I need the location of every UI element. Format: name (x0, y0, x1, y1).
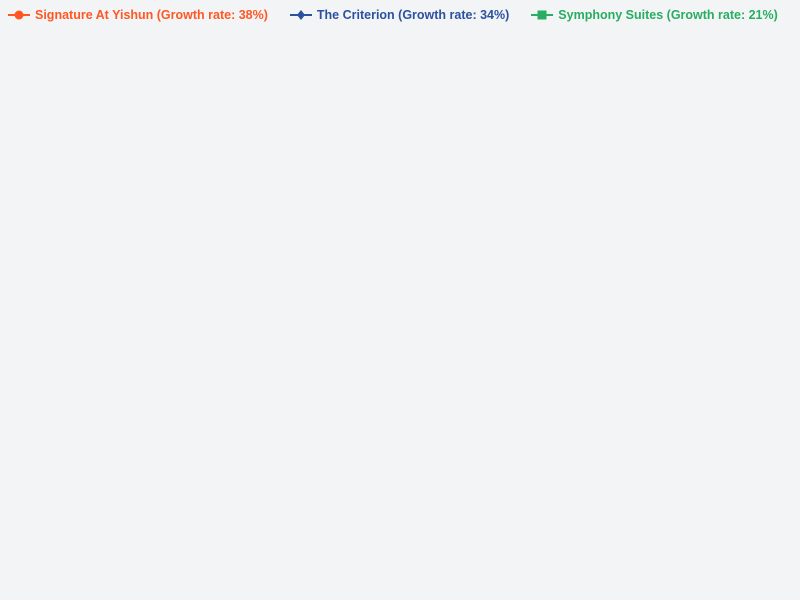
x-tick-label: Q3 2023 (400, 572, 442, 584)
data-point (61, 317, 71, 327)
legend-item-signature[interactable]: Signature At Yishun (Growth rate: 38%) (8, 8, 268, 22)
data-point (329, 235, 337, 244)
x-tick-label: Q3 2025 (756, 572, 798, 584)
data-point (106, 424, 114, 433)
data-point (150, 403, 160, 413)
y-tick-label: $1,400 (11, 95, 45, 107)
data-point (506, 195, 515, 205)
square-marker-icon (531, 10, 554, 20)
data-point (728, 156, 737, 165)
data-point (239, 257, 248, 267)
y-tick-label: $900 (21, 479, 45, 491)
data-point (195, 471, 204, 481)
legend-item-symphony[interactable]: Symphony Suites (Growth rate: 21%) (531, 8, 778, 22)
y-tick-label: $1,000 (11, 402, 45, 414)
data-point (595, 172, 604, 182)
x-tick-label: Q1 2025 (667, 572, 709, 584)
x-tick-label: Q3 2022 (223, 572, 265, 584)
data-point (506, 208, 514, 217)
x-tick-label: Q3 2021 (45, 572, 87, 584)
data-point (328, 240, 337, 250)
data-point (683, 184, 693, 193)
data-point (283, 245, 293, 255)
data-point (239, 321, 249, 331)
y-tick-label: $1,300 (11, 172, 45, 184)
data-point (372, 218, 382, 228)
legend-label: Symphony Suites (Growth rate: 21%) (558, 8, 778, 22)
legend-label: Signature At Yishun (Growth rate: 38%) (35, 8, 268, 22)
data-point (106, 284, 115, 293)
data-point (240, 315, 248, 324)
series-line-0 (65, 159, 778, 478)
data-point (373, 199, 381, 208)
legend: Signature At Yishun (Growth rate: 38%) T… (8, 8, 778, 22)
data-point (551, 186, 559, 195)
data-point (772, 138, 782, 148)
data-point (151, 398, 159, 407)
series-line-1 (65, 136, 733, 430)
data-point (372, 207, 382, 217)
circle-marker-icon (8, 10, 30, 20)
data-point (417, 226, 426, 235)
data-point (418, 208, 425, 217)
diamond-marker-icon (289, 10, 312, 20)
data-point (550, 175, 560, 185)
y-tick-label: $1,100 (11, 326, 45, 338)
y-tick-label: $1,200 (11, 249, 45, 261)
data-point (506, 192, 515, 202)
data-point (684, 158, 692, 167)
data-point (150, 264, 160, 274)
data-point (639, 194, 648, 203)
x-tick-label: Q3 2024 (578, 572, 620, 584)
x-tick-label: Q1 2022 (134, 572, 176, 584)
data-point (550, 218, 560, 228)
data-point (417, 214, 426, 224)
data-point (283, 282, 293, 292)
data-point (106, 444, 115, 454)
data-point (594, 211, 604, 221)
data-point (62, 400, 70, 409)
data-point (461, 222, 471, 231)
data-point (640, 159, 648, 168)
data-point (683, 142, 693, 152)
y-tick-label: $800 (21, 556, 45, 568)
data-point (195, 262, 204, 271)
data-point (61, 470, 71, 480)
data-point (595, 172, 603, 181)
legend-item-criterion[interactable]: The Criterion (Growth rate: 34%) (289, 8, 510, 22)
data-point (462, 215, 470, 224)
data-point (772, 204, 782, 213)
data-point (461, 234, 471, 243)
data-point (639, 153, 648, 162)
data-point (728, 151, 737, 160)
legend-label: The Criterion (Growth rate: 34%) (316, 8, 510, 22)
x-tick-label: Q1 2024 (489, 572, 531, 584)
series-line-2 (65, 142, 778, 323)
data-point (729, 132, 737, 141)
x-tick-label: Q1 2023 (312, 572, 354, 584)
data-point (328, 216, 337, 225)
